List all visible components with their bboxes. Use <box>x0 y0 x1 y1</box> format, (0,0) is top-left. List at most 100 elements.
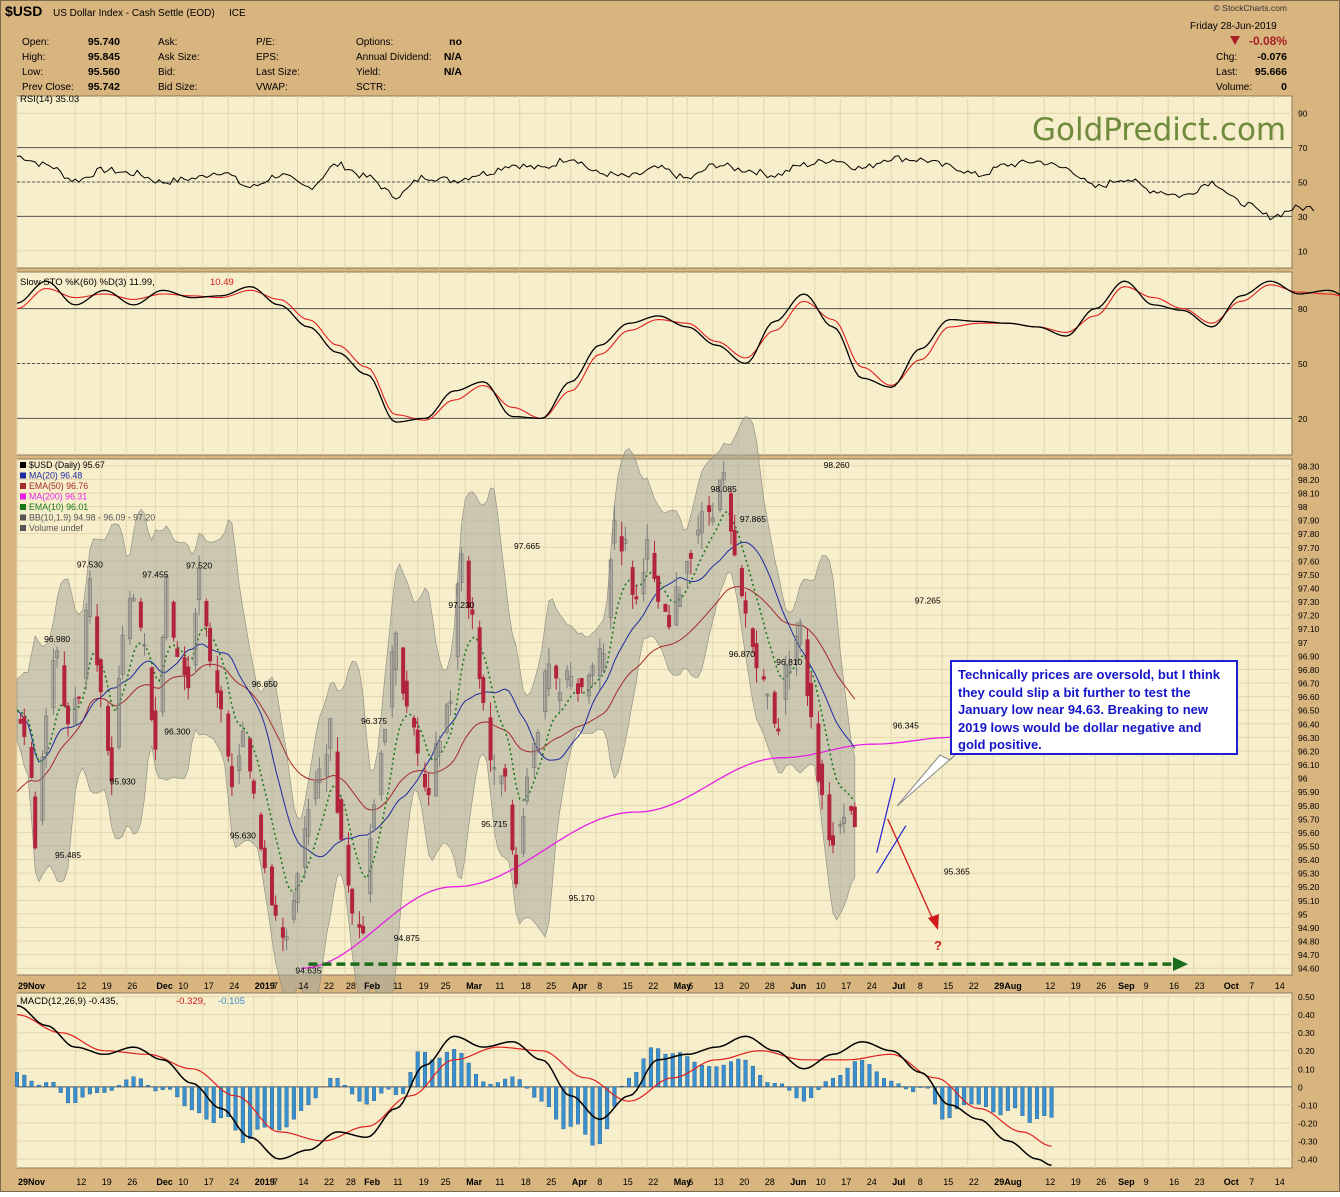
macd-histogram-bar <box>780 1083 785 1088</box>
x-axis-label: 17 <box>841 981 851 991</box>
candle-body <box>269 866 274 906</box>
channel-lower <box>876 825 907 874</box>
sto-panel-y-tick: 50 <box>1298 359 1308 369</box>
candle-body <box>182 657 187 676</box>
macd-histogram-bar <box>765 1082 770 1088</box>
macd-histogram-bar <box>838 1074 843 1088</box>
x-axis-label-bottom: 10 <box>178 1177 188 1187</box>
macd-histogram-bar <box>721 1064 726 1088</box>
macd-panel-bg <box>16 992 1293 1169</box>
macd-histogram-bar <box>44 1082 49 1088</box>
candle-body <box>685 560 690 574</box>
rsi-panel-y-tick: 50 <box>1298 178 1308 188</box>
candle-body <box>350 888 355 914</box>
macd-histogram-bar <box>991 1086 996 1113</box>
candle-body <box>127 597 132 640</box>
macd-histogram-bar <box>816 1086 821 1090</box>
x-axis-label-bottom: 17 <box>841 1177 851 1187</box>
candle-body <box>601 653 606 672</box>
macd-histogram-bar <box>656 1048 661 1088</box>
x-axis-label: Mar <box>466 981 483 991</box>
x-axis-label-bottom: 22 <box>324 1177 334 1187</box>
candle-body <box>273 904 278 916</box>
header-field-label: Chg: <box>1216 52 1237 63</box>
x-axis-label: 22 <box>648 981 658 991</box>
ma200-line <box>301 736 954 969</box>
x-axis-label-bottom: Feb <box>364 1177 381 1187</box>
candle-body <box>87 578 92 617</box>
x-axis-label: 26 <box>127 981 137 991</box>
price-panel-y-tick: 95.50 <box>1298 842 1320 852</box>
x-axis-label: Dec <box>156 981 173 991</box>
macd-histogram-bar <box>182 1086 187 1107</box>
x-axis-label: 11 <box>393 981 402 991</box>
candle-body <box>73 698 78 725</box>
x-axis-label-bottom: 15 <box>943 1177 953 1187</box>
price-annotation: 98.085 <box>711 484 737 494</box>
header-field-label: Annual Dividend: <box>356 52 432 63</box>
candle-body <box>33 796 38 849</box>
candle-body <box>699 511 704 534</box>
candle-body <box>437 740 442 753</box>
price-panel-y-tick: 94.70 <box>1298 950 1320 960</box>
rsi-panel-y-tick: 30 <box>1298 212 1308 222</box>
candle-body <box>783 665 788 700</box>
candle-body <box>492 767 497 770</box>
sto-k-line <box>16 280 1340 423</box>
macd-histogram-bar <box>707 1066 712 1088</box>
x-axis-label: 28 <box>765 981 775 991</box>
price-annotation: 95.930 <box>110 777 136 787</box>
candle-body <box>710 517 715 522</box>
x-axis-label-bottom: 16 <box>1169 1177 1179 1187</box>
x-axis-label: Apr <box>572 981 588 991</box>
candle-body <box>302 828 307 868</box>
macd-histogram-bar <box>750 1065 755 1088</box>
x-axis-label-bottom: 26 <box>127 1177 137 1187</box>
macd-histogram-bar <box>787 1086 792 1091</box>
candle-body <box>477 627 482 680</box>
macd-histogram-bar <box>335 1077 340 1088</box>
macd-histogram-bar <box>1005 1086 1010 1111</box>
candle-body <box>204 601 209 627</box>
candle-body <box>98 659 103 693</box>
macd-histogram-bar <box>270 1086 275 1130</box>
x-axis-label-bottom: Mar <box>466 1177 483 1187</box>
price-panel-y-tick: 97.60 <box>1298 556 1320 566</box>
price-panel-y-tick: 95.70 <box>1298 814 1320 824</box>
candle-body <box>455 583 460 657</box>
candle-body <box>838 824 843 827</box>
macd-histogram-bar <box>510 1076 515 1088</box>
candle-body <box>149 667 154 720</box>
macd-histogram-bar <box>794 1086 799 1099</box>
macd-histogram-bar <box>313 1086 318 1099</box>
rsi-legend: RSI(14) 35.03 <box>20 94 79 105</box>
macd-histogram-bar <box>488 1083 493 1088</box>
x-axis-label: 26 <box>1096 981 1106 991</box>
macd-histogram-bar <box>998 1086 1003 1116</box>
rsi-panel-y-tick: 10 <box>1298 246 1308 256</box>
candle-body <box>22 716 27 737</box>
candle-body <box>750 628 755 647</box>
header-field-value: 95.560 <box>88 66 120 78</box>
candle-body <box>197 567 202 600</box>
macd-legend-hist: -0.105 <box>218 996 245 1007</box>
candle-body <box>521 815 526 854</box>
x-axis-label: 18 <box>521 981 531 991</box>
macd-histogram-bar <box>255 1086 260 1130</box>
x-axis-label: 12 <box>1045 981 1055 991</box>
x-axis-label: 13 <box>714 981 724 991</box>
macd-histogram-bar <box>401 1086 406 1094</box>
macd-histogram-bar <box>758 1075 763 1088</box>
macd-histogram-bar <box>14 1072 19 1088</box>
candle-body <box>248 738 253 772</box>
macd-histogram-bar <box>984 1086 989 1107</box>
header-field-value: 95.666 <box>1255 66 1287 78</box>
x-axis-label: 23 <box>1195 981 1205 991</box>
x-axis-label-bottom: 13 <box>714 1177 724 1187</box>
macd-histogram-bar <box>1027 1086 1032 1123</box>
macd-histogram-bar <box>568 1086 573 1127</box>
candle-body <box>827 794 832 841</box>
price-panel-y-tick: 94.90 <box>1298 923 1320 933</box>
price-panel-y-tick: 95.40 <box>1298 855 1320 865</box>
